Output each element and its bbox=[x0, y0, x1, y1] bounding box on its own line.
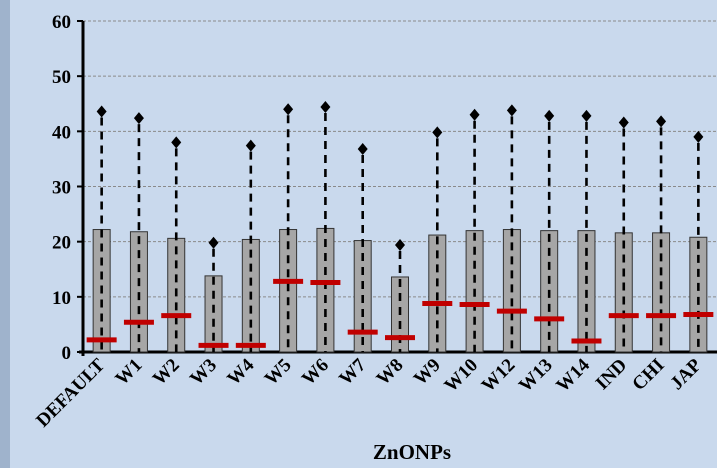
whisker-cap-w1 bbox=[133, 112, 144, 125]
whisker-cap-jap bbox=[693, 130, 704, 143]
whisker-cap-w3 bbox=[208, 236, 219, 249]
whisker-cap-w7 bbox=[357, 142, 368, 155]
whisker-cap-w9 bbox=[432, 126, 443, 139]
whisker-cap-w10 bbox=[469, 108, 480, 121]
whisker-cap-ind bbox=[618, 116, 629, 129]
whisker-cap-w5 bbox=[283, 103, 294, 116]
y-tick-labels: 0 10 20 30 40 50 60 bbox=[52, 12, 71, 364]
box-jap bbox=[689, 236, 708, 353]
whisker-cap-chi bbox=[656, 115, 667, 128]
y-tick-label: 20 bbox=[52, 233, 71, 254]
whisker-cap-default bbox=[96, 105, 107, 118]
y-tick-label: 0 bbox=[62, 343, 72, 364]
y-tick-label: 50 bbox=[52, 67, 71, 88]
y-tick-label: 30 bbox=[52, 178, 71, 199]
y-tick-label: 60 bbox=[52, 12, 71, 33]
box-chi bbox=[652, 232, 671, 353]
whisker-cap-w14 bbox=[581, 109, 592, 122]
whisker-cap-w13 bbox=[544, 109, 555, 122]
y-tick-label: 10 bbox=[52, 288, 71, 309]
y-tick-label: 40 bbox=[52, 122, 71, 143]
whisker-cap-w8 bbox=[395, 238, 405, 251]
whisker-cap-w2 bbox=[171, 136, 182, 149]
whisker-cap-w12 bbox=[506, 104, 517, 117]
box-marks bbox=[86, 101, 714, 353]
left-edge-strip bbox=[0, 0, 10, 468]
box-ind bbox=[614, 232, 633, 353]
box-w1 bbox=[129, 231, 148, 353]
whisker-cap-w6 bbox=[320, 101, 331, 114]
x-axis-title: ZnONPs bbox=[373, 440, 451, 464]
whisker-cap-w4 bbox=[245, 139, 256, 152]
